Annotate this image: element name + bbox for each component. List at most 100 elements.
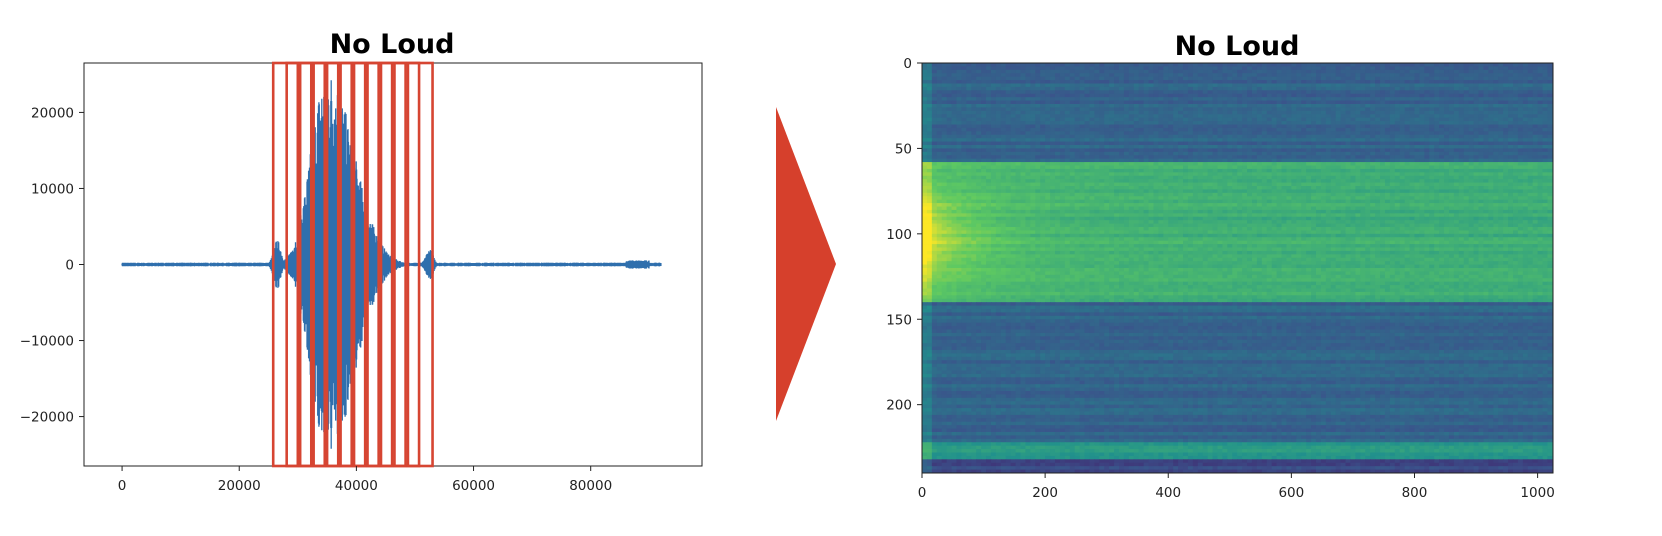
heatmap-cell xyxy=(1459,80,1465,84)
heatmap-cell xyxy=(1030,155,1036,159)
heatmap-cell xyxy=(1454,111,1460,115)
heatmap-cell xyxy=(1075,63,1081,67)
heatmap-cell xyxy=(1282,162,1288,166)
heatmap-cell xyxy=(1011,193,1017,197)
heatmap-cell xyxy=(1085,63,1091,67)
heatmap-cell xyxy=(1375,80,1381,84)
heatmap-cell xyxy=(1119,162,1125,166)
heatmap-cell xyxy=(1257,162,1263,166)
heatmap-cell xyxy=(1011,125,1017,129)
heatmap-cell xyxy=(937,73,943,77)
heatmap-cell xyxy=(1070,155,1076,159)
heatmap-cell xyxy=(1474,114,1480,118)
heatmap-cell xyxy=(1370,166,1376,170)
heatmap-cell xyxy=(1272,152,1278,156)
heatmap-cell xyxy=(1173,183,1179,187)
heatmap-cell xyxy=(1104,186,1110,190)
heatmap-cell xyxy=(976,183,982,187)
heatmap-cell xyxy=(1208,152,1214,156)
heatmap-cell xyxy=(1543,162,1549,166)
heatmap-cell xyxy=(971,186,977,190)
heatmap-cell xyxy=(1247,84,1253,88)
heatmap-cell xyxy=(1355,111,1361,115)
heatmap-cell xyxy=(1350,125,1356,129)
heatmap-cell xyxy=(1414,155,1420,159)
heatmap-cell xyxy=(1538,166,1544,170)
heatmap-cell xyxy=(986,63,992,67)
heatmap-cell xyxy=(1375,101,1381,105)
heatmap-cell xyxy=(1040,80,1046,84)
heatmap-cell xyxy=(942,84,948,88)
heatmap-cell xyxy=(1346,142,1352,146)
heatmap-cell xyxy=(1080,135,1086,139)
heatmap-cell xyxy=(986,166,992,170)
heatmap-cell xyxy=(1080,121,1086,125)
heatmap-cell xyxy=(1129,70,1135,74)
heatmap-cell xyxy=(1050,152,1056,156)
heatmap-cell xyxy=(1390,142,1396,146)
heatmap-cell xyxy=(922,135,928,139)
heatmap-cell xyxy=(1134,80,1140,84)
heatmap-cell xyxy=(1217,162,1223,166)
heatmap-cell xyxy=(1483,135,1489,139)
heatmap-cell xyxy=(1035,73,1041,77)
heatmap-cell xyxy=(922,80,928,84)
heatmap-cell xyxy=(1035,145,1041,149)
heatmap-cell xyxy=(1523,101,1529,105)
heatmap-cell xyxy=(1488,104,1494,108)
heatmap-cell xyxy=(1350,121,1356,125)
heatmap-cell xyxy=(1040,131,1046,135)
heatmap-cell xyxy=(971,101,977,105)
heatmap-cell xyxy=(981,145,987,149)
heatmap-cell xyxy=(1355,155,1361,159)
heatmap-cell xyxy=(1104,121,1110,125)
heatmap-cell xyxy=(1380,121,1386,125)
heatmap-cell xyxy=(1267,84,1273,88)
heatmap-cell xyxy=(1242,104,1248,108)
heatmap-cell xyxy=(1493,73,1499,77)
heatmap-cell xyxy=(1375,135,1381,139)
heatmap-cell xyxy=(1109,152,1115,156)
heatmap-cell xyxy=(1513,101,1519,105)
heatmap-cell xyxy=(1395,162,1401,166)
heatmap-cell xyxy=(1237,183,1243,187)
heatmap-cell xyxy=(1479,186,1485,190)
heatmap-cell xyxy=(1065,145,1071,149)
heatmap-cell xyxy=(1321,94,1327,98)
heatmap-cell xyxy=(952,111,958,115)
heatmap-cell xyxy=(1267,152,1273,156)
heatmap-cell xyxy=(1070,162,1076,166)
heatmap-cell xyxy=(1444,84,1450,88)
heatmap-cell xyxy=(1153,135,1159,139)
heatmap-cell xyxy=(1025,125,1031,129)
heatmap-cell xyxy=(986,104,992,108)
heatmap-cell xyxy=(1474,166,1480,170)
heatmap-cell xyxy=(1035,70,1041,74)
heatmap-cell xyxy=(1208,172,1214,176)
heatmap-cell xyxy=(1306,84,1312,88)
heatmap-cell xyxy=(1533,104,1539,108)
heatmap-cell xyxy=(1262,114,1268,118)
heatmap-cell xyxy=(1400,152,1406,156)
heatmap-cell xyxy=(1075,73,1081,77)
heatmap-cell xyxy=(1469,101,1475,105)
spectrogram-chart: No Loud 0 200 400 600 800 1000 050100150200 xyxy=(886,31,1558,501)
heatmap-cell xyxy=(1385,73,1391,77)
heatmap-cell xyxy=(1025,121,1031,125)
heatmap-cell xyxy=(1149,155,1155,159)
heatmap-cell xyxy=(1109,70,1115,74)
heatmap-cell xyxy=(1139,183,1145,187)
heatmap-cell xyxy=(1429,176,1435,180)
heatmap-cell xyxy=(1016,80,1022,84)
heatmap-cell xyxy=(927,131,933,135)
heatmap-cell xyxy=(1158,111,1164,115)
heatmap-cell xyxy=(1001,172,1007,176)
heatmap-cell xyxy=(1277,135,1283,139)
heatmap-cell xyxy=(1089,101,1095,105)
heatmap-cell xyxy=(1341,135,1347,139)
heatmap-cell xyxy=(1144,142,1150,146)
heatmap-cell xyxy=(1533,152,1539,156)
heatmap-cell xyxy=(1227,155,1233,159)
heatmap-cell xyxy=(1134,135,1140,139)
heatmap-cell xyxy=(1434,145,1440,149)
